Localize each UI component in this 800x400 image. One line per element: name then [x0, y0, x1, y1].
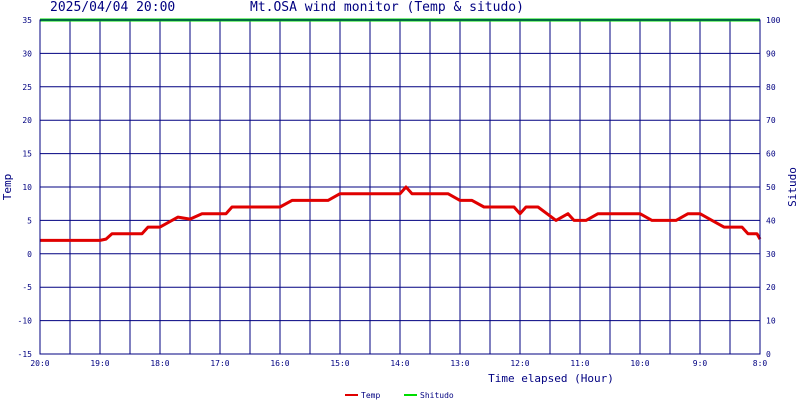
left-axis-ticks: -15 -10 -5 0 5 10 15 20 25 30 35	[18, 16, 33, 359]
legend-temp-label: Temp	[361, 391, 380, 400]
y2-tick-label: 0	[766, 350, 771, 359]
y2-axis-label: Situdo	[786, 167, 799, 207]
y-axis-label: Temp	[1, 174, 14, 201]
y2-tick-label: 70	[766, 116, 776, 125]
y2-tick-label: 30	[766, 250, 776, 259]
y-tick-label: -15	[18, 350, 33, 359]
y-tick-label: 20	[22, 116, 32, 125]
x-tick-label: 13:0	[450, 359, 469, 368]
y2-tick-label: 40	[766, 216, 776, 225]
y2-tick-label: 60	[766, 150, 776, 159]
x-tick-label: 18:0	[150, 359, 169, 368]
y2-tick-label: 20	[766, 283, 776, 292]
y2-tick-label: 90	[766, 49, 776, 58]
chart-title: Mt.OSA wind monitor (Temp & situdo)	[250, 0, 524, 15]
chart-datetime: 2025/04/04 20:00	[50, 0, 176, 15]
y-tick-label: 10	[22, 183, 32, 192]
y-tick-label: 30	[22, 49, 32, 58]
y-tick-label: 25	[22, 83, 32, 92]
x-tick-label: 15:0	[330, 359, 349, 368]
x-tick-label: 12:0	[510, 359, 529, 368]
right-axis-ticks: 0 10 20 30 40 50 60 70 80 90 100	[766, 16, 781, 359]
x-tick-label: 20:0	[30, 359, 49, 368]
y2-tick-label: 10	[766, 317, 776, 326]
series-line-temp	[40, 185, 762, 242]
grid-layer	[39, 19, 761, 355]
x-tick-label: 11:0	[570, 359, 589, 368]
y-tick-label: 5	[27, 216, 32, 225]
y2-tick-label: 80	[766, 83, 776, 92]
x-tick-label: 8:0	[753, 359, 768, 368]
x-tick-label: 14:0	[390, 359, 409, 368]
legend-situdo-label: Shitudo	[420, 391, 454, 400]
y-tick-label: 35	[22, 16, 32, 25]
x-tick-label: 19:0	[90, 359, 109, 368]
y-tick-label: 15	[22, 150, 32, 159]
x-tick-label: 16:0	[270, 359, 289, 368]
y2-tick-label: 100	[766, 16, 781, 25]
y-tick-label: 0	[27, 250, 32, 259]
x-tick-label: 17:0	[210, 359, 229, 368]
x-axis-label: Time elapsed (Hour)	[488, 372, 614, 385]
y-tick-label: -10	[18, 317, 33, 326]
x-tick-label: 10:0	[630, 359, 649, 368]
x-tick-label: 9:0	[693, 359, 708, 368]
plot-frame	[39, 19, 761, 355]
legend: Temp Shitudo	[345, 391, 454, 400]
y-tick-label: -5	[22, 283, 32, 292]
y2-tick-label: 50	[766, 183, 776, 192]
x-axis-ticks: 20:0 19:0 18:0 17:0 16:0 15:0 14:0 13:0 12:0 11:0…	[30, 359, 767, 368]
